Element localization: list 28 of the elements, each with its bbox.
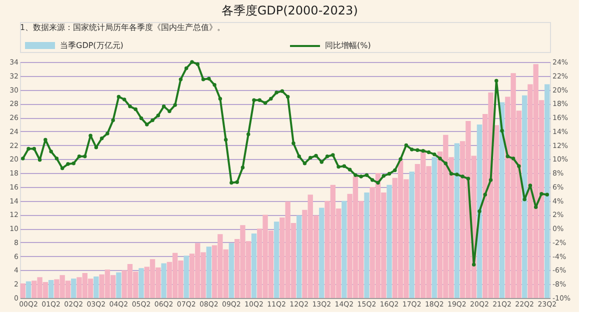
- bar: [48, 280, 54, 298]
- bar: [161, 263, 166, 298]
- legend-label: 当季GDP(万亿元): [60, 41, 124, 50]
- legend-label: 同比增幅(%): [325, 41, 371, 50]
- bar: [71, 278, 76, 298]
- bar: [206, 246, 212, 298]
- bar: [476, 124, 482, 298]
- bar: [116, 272, 122, 298]
- bar: [251, 233, 257, 298]
- bar: [364, 192, 370, 298]
- text: 1、数据来源：国家统计局历年各季度《国内生产总值》。: [20, 23, 226, 32]
- bar: [138, 268, 144, 298]
- bar: [296, 215, 302, 298]
- bar: [522, 95, 528, 298]
- bar: [409, 172, 414, 298]
- chart-title: 各季度GDP(2000-2023): [221, 4, 358, 18]
- bar: [26, 281, 32, 298]
- bar: [319, 208, 324, 298]
- bar: [184, 256, 189, 298]
- bar: [274, 222, 280, 298]
- bar: [20, 283, 26, 298]
- bar: [94, 276, 99, 298]
- bar: [544, 84, 550, 298]
- bar: [454, 143, 460, 298]
- bar: [386, 184, 392, 298]
- bar: [342, 200, 347, 298]
- bar: [228, 243, 234, 298]
- bar: [499, 102, 505, 298]
